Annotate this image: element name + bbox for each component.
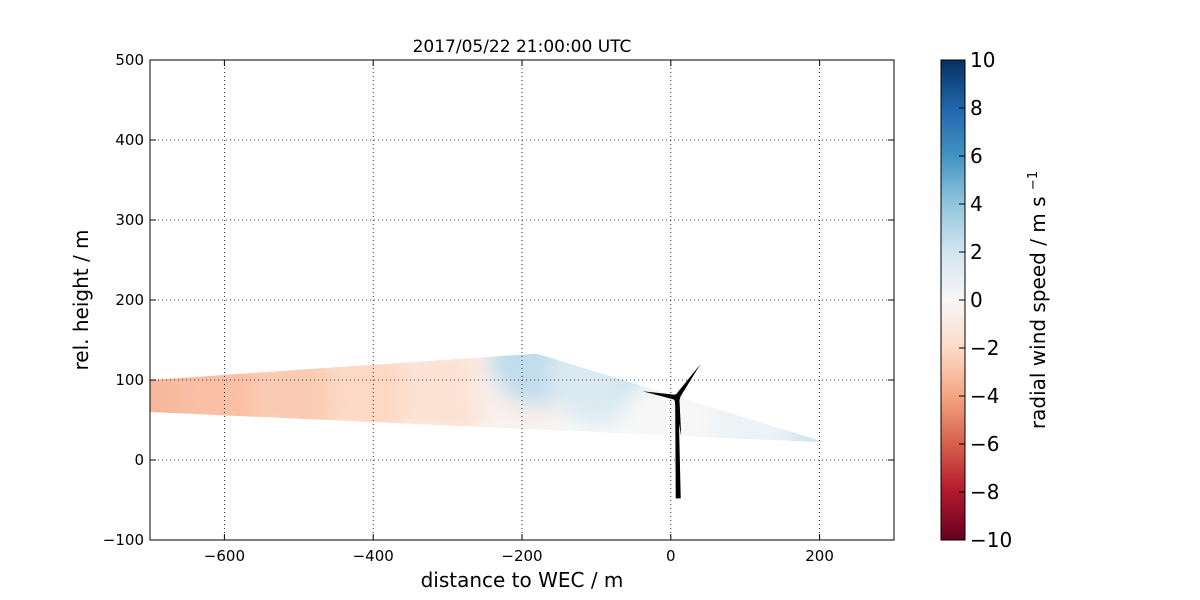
colorbar-tick-label: 10 (970, 48, 995, 72)
y-tick-label: 0 (134, 451, 144, 469)
turbine-blade (642, 391, 678, 401)
colorbar-label-exponent: −1 (1026, 171, 1041, 190)
colorbar-tick-label: 4 (970, 192, 983, 216)
wind-turbine-icon (642, 364, 701, 499)
turbine-tower (675, 397, 681, 499)
x-tick-label: 0 (666, 547, 676, 565)
colorbar-tick-label: 2 (970, 240, 983, 264)
y-axis-ticks: −100 0 100 200 300 400 500 (103, 51, 894, 549)
turbine-blade (674, 364, 701, 400)
x-tick-label: 200 (805, 547, 834, 565)
y-tick-label: 500 (115, 51, 144, 69)
colorbar-tick-label: −8 (970, 480, 999, 504)
colorbar-tick-label: 6 (970, 144, 983, 168)
turbine-blade (674, 397, 682, 436)
colorbar-tick-label: −4 (970, 384, 999, 408)
colorbar-tick-label: 0 (970, 288, 983, 312)
x-axis-ticks: −600 −400 −200 0 200 (204, 60, 834, 565)
x-tick-label: −600 (204, 547, 245, 565)
x-tick-label: −200 (501, 547, 542, 565)
colorbar-tick-label: −10 (970, 528, 1012, 552)
colorbar-label-text: radial wind speed / m s (1026, 196, 1050, 429)
x-axis-label: distance to WEC / m (421, 568, 624, 592)
colorbar-tick-label: −6 (970, 432, 999, 456)
wind-sample (399, 353, 496, 440)
y-tick-label: 100 (115, 371, 144, 389)
y-tick-label: 400 (115, 131, 144, 149)
colorbar-tick-label: −2 (970, 336, 999, 360)
colorbar-tick-label: 8 (970, 96, 983, 120)
wind-sample (548, 353, 645, 424)
turbine-hub (673, 394, 681, 402)
x-tick-label: −400 (353, 547, 394, 565)
y-tick-label: 300 (115, 211, 144, 229)
colorbar-label: radial wind speed / m s −1 (1026, 171, 1050, 429)
colorbar-ticks: 10 8 6 4 2 0 −2 −4 −6 −8 −10 (959, 48, 1012, 552)
y-tick-label: 200 (115, 291, 144, 309)
chart-title: 2017/05/22 21:00:00 UTC (413, 37, 632, 57)
y-axis-label: rel. height / m (69, 229, 93, 370)
y-tick-label: −100 (103, 531, 144, 549)
